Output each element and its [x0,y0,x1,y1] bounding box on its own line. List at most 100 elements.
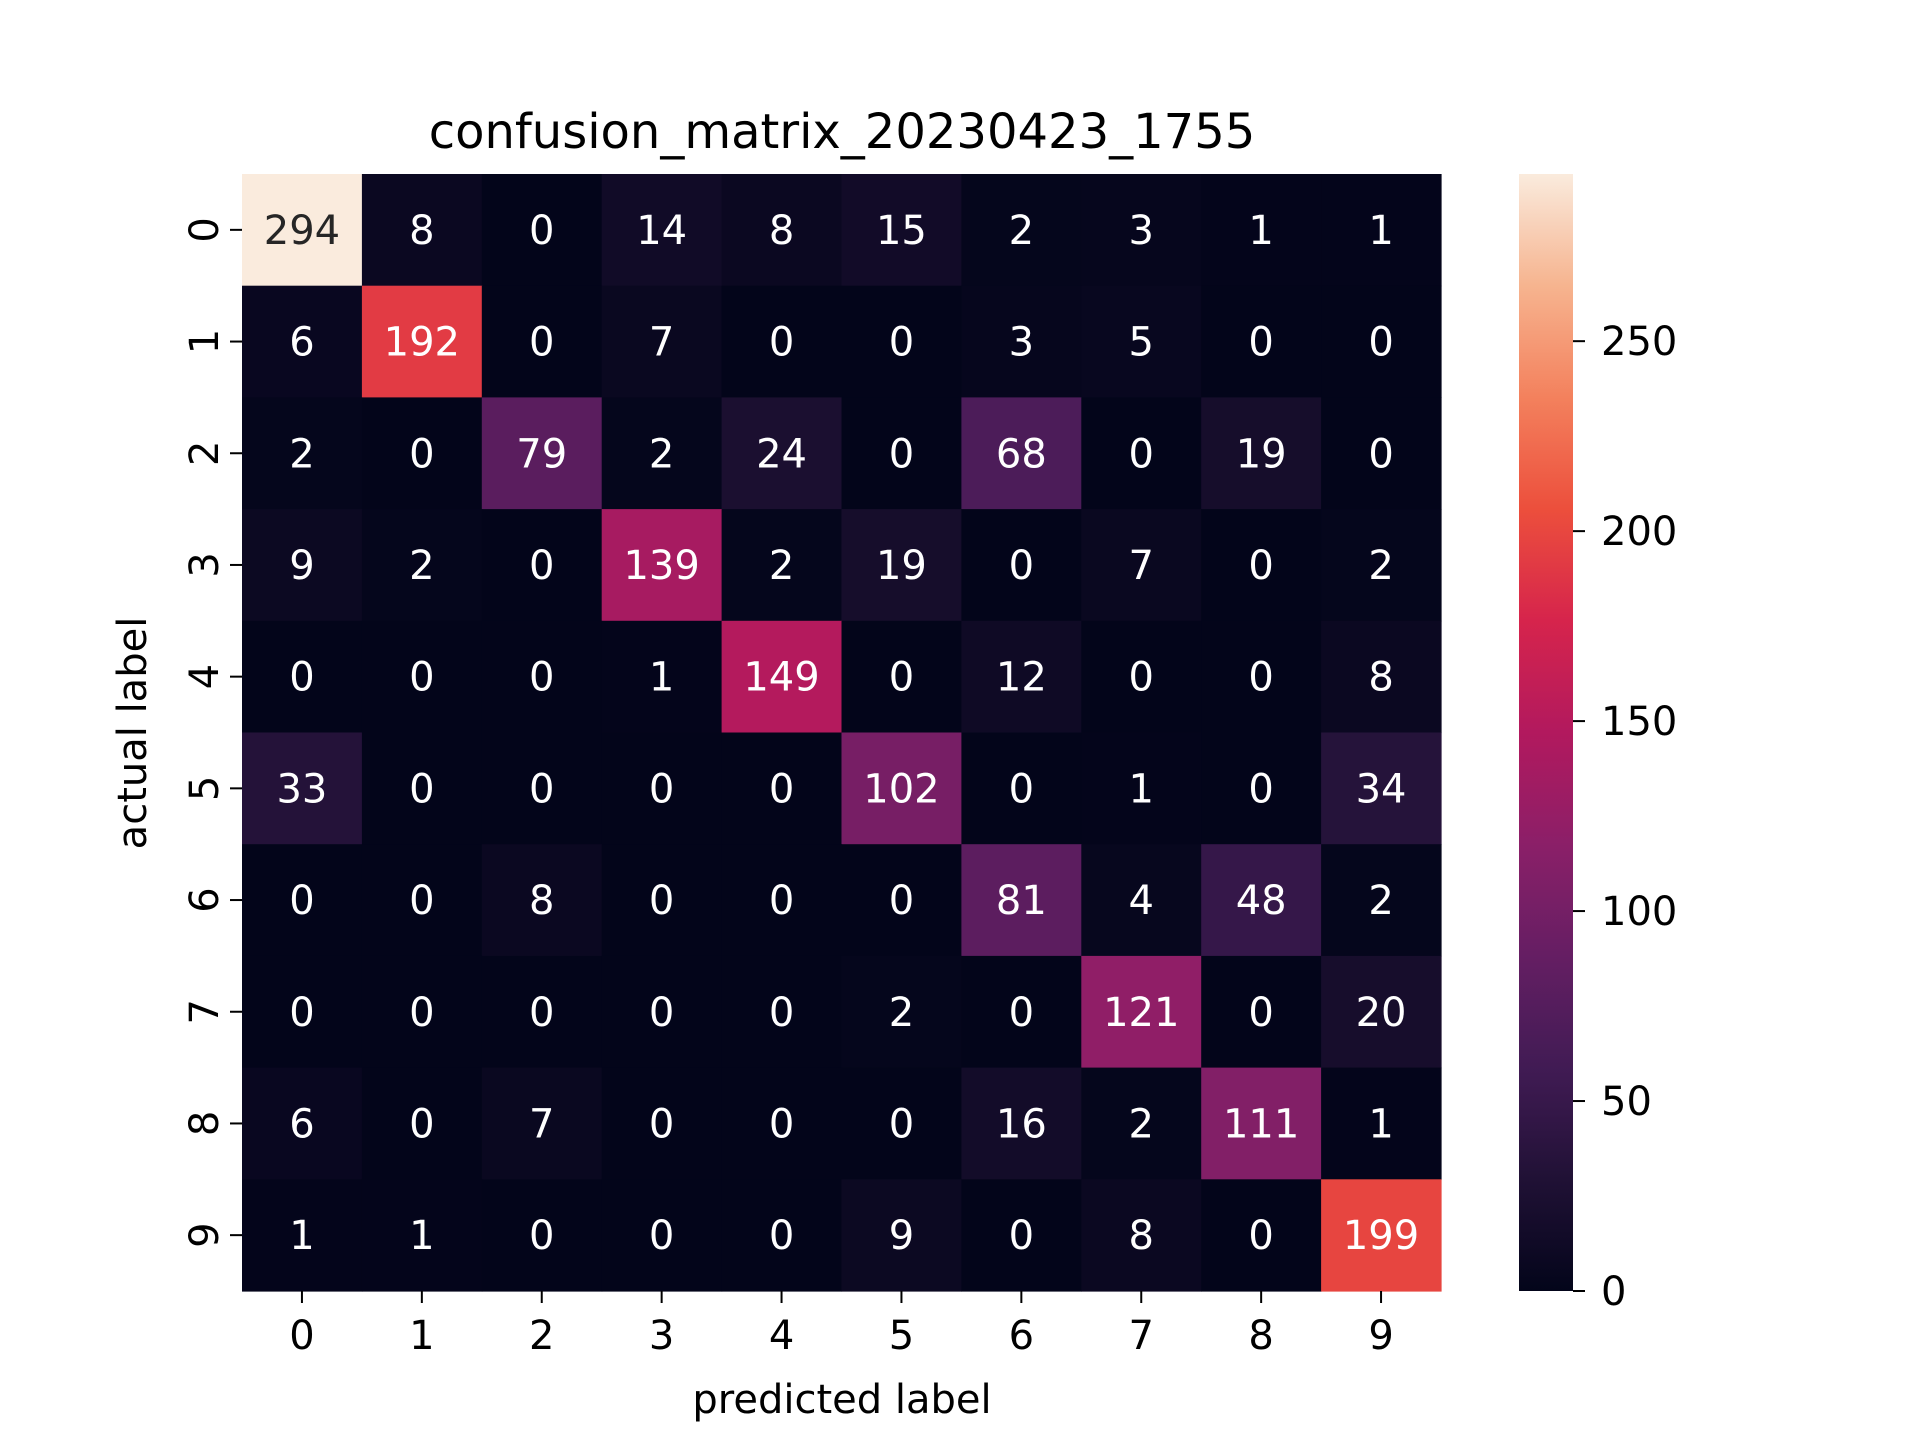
y-tick-label-2: 2 [182,441,228,466]
heatmap-cell-r9-c2 [481,1179,603,1292]
cell-value-r6-c2: 8 [529,878,554,924]
heatmap-cell-r2-c7 [1081,397,1202,510]
cell-value-r2-c5: 0 [889,431,914,477]
heatmap-cell-r2-c4 [721,397,843,510]
x-axis-ticks: 0 1 2 3 4 5 6 7 8 9 [289,1291,1394,1359]
cell-value-r4-c0: 0 [289,655,314,701]
cell-value-r2-c4: 24 [756,431,807,477]
cell-value-r4-c9: 8 [1368,655,1393,701]
heatmap-cell-r3-c9 [1321,509,1442,622]
heatmap-cell-r4-c4 [721,620,843,734]
cell-value-r9-c2: 0 [529,1213,554,1259]
heatmap-cell-r6-c1 [361,844,483,957]
colorbar [1519,174,1573,1291]
x-axis-label: predicted label [692,1377,991,1423]
cell-value-r8-c6: 16 [996,1101,1047,1147]
heatmap-cell-r7-c4 [721,955,843,1069]
heatmap-cell-r7-c3 [601,955,723,1069]
heatmap-cell-r8-c4 [721,1067,843,1180]
cell-value-r8-c9: 1 [1368,1101,1393,1147]
heatmap-cell-r9-c3 [601,1179,723,1292]
y-axis-ticks: 0 1 2 3 4 5 6 7 8 9 [182,217,242,1248]
y-tick-label-5: 5 [182,776,228,801]
heatmap-cell-r1-c4 [721,285,843,398]
cell-value-r4-c2: 0 [529,655,554,701]
cell-value-r1-c4: 0 [769,320,794,366]
cell-value-r7-c0: 0 [289,990,314,1036]
x-tick-label-7: 7 [1129,1313,1154,1359]
heatmap-cell-r5-c7 [1081,732,1202,845]
heatmap-cell-r0-c7 [1081,174,1202,287]
colorbar-tick-label-2: 100 [1601,889,1677,935]
heatmap-cell-r1-c9 [1321,285,1442,398]
cell-value-r6-c1: 0 [409,878,434,924]
heatmap-cell-r5-c8 [1201,732,1322,845]
cell-value-r0-c4: 8 [769,208,794,254]
heatmap-cell-r7-c8 [1201,955,1322,1069]
cell-value-r4-c4: 149 [743,655,819,701]
cell-value-r5-c2: 0 [529,766,554,812]
cell-value-r0-c9: 1 [1368,208,1393,254]
heatmap-cell-r8-c9 [1321,1067,1442,1180]
cell-value-r8-c2: 7 [529,1101,554,1147]
cell-value-r6-c7: 4 [1129,878,1154,924]
y-tick-label-0: 0 [182,217,228,242]
colorbar-tick-label-1: 50 [1601,1079,1652,1125]
cell-value-r2-c0: 2 [289,431,314,477]
heatmap-cell-r7-c6 [961,955,1082,1069]
x-tick-label-9: 9 [1368,1313,1393,1359]
cell-value-r5-c6: 0 [1009,766,1034,812]
cell-value-r0-c0: 294 [264,208,340,254]
cell-value-r2-c8: 19 [1236,431,1287,477]
cell-value-r2-c7: 0 [1129,431,1154,477]
colorbar-tick-label-0: 0 [1601,1269,1626,1315]
cell-value-r3-c0: 9 [289,543,314,589]
heatmap-cell-r1-c2 [481,285,603,398]
heatmap-cell-r2-c8 [1201,397,1322,510]
x-tick-label-3: 3 [649,1313,674,1359]
heatmap-cell-r6-c0 [242,844,363,957]
heatmap-cell-r9-c4 [721,1179,843,1292]
heatmap-cell-r5-c6 [961,732,1082,845]
heatmap-cell-r5-c1 [361,732,483,845]
heatmap-cell-r2-c0 [242,397,363,510]
heatmap-cell-r4-c9 [1321,620,1442,734]
heatmap-cell-r9-c0 [242,1179,363,1292]
cell-value-r4-c5: 0 [889,655,914,701]
heatmap-cell-r3-c7 [1081,509,1202,622]
heatmap-cell-r3-c5 [841,509,962,622]
heatmap-cell-r0-c6 [961,174,1082,287]
heatmap-cell-r4-c5 [841,620,962,734]
cell-value-r1-c5: 0 [889,320,914,366]
x-tick-label-6: 6 [1009,1313,1034,1359]
heatmap-cell-r7-c7 [1081,955,1202,1069]
y-tick-label-6: 6 [182,887,228,912]
cell-value-r7-c7: 121 [1103,990,1179,1036]
heatmap-cell-r4-c0 [242,620,363,734]
cell-value-r6-c4: 0 [769,878,794,924]
heatmap-cell-r0-c4 [721,174,843,287]
heatmap-cell-r7-c2 [481,955,603,1069]
cell-value-r0-c1: 8 [409,208,434,254]
heatmap-cell-r3-c6 [961,509,1082,622]
heatmap-cell-r9-c1 [361,1179,483,1292]
cell-value-r3-c9: 2 [1368,543,1393,589]
cell-value-r9-c5: 9 [889,1213,914,1259]
cell-value-r1-c1: 192 [384,320,460,366]
x-tick-label-8: 8 [1248,1313,1273,1359]
cell-value-r9-c0: 1 [289,1213,314,1259]
x-tick-label-2: 2 [529,1313,554,1359]
colorbar-tick-label-5: 250 [1601,319,1677,365]
heatmap-annotations: 294 8 0 14 8 15 2 3 1 16 192 0 7 0 0 3 5 0 02 0 79 2 24 0 68 0 19 0… [264,208,1419,1259]
cell-value-r4-c1: 0 [409,655,434,701]
cell-value-r6-c9: 2 [1368,878,1393,924]
cell-value-r1-c7: 5 [1129,320,1154,366]
heatmap-cell-r0-c5 [841,174,962,287]
cell-value-r5-c8: 0 [1248,766,1273,812]
cell-value-r8-c8: 111 [1223,1101,1299,1147]
cell-value-r7-c5: 2 [889,990,914,1036]
cell-value-r8-c0: 6 [289,1101,314,1147]
cell-value-r3-c8: 0 [1248,543,1273,589]
heatmap-cell-r9-c8 [1201,1179,1322,1292]
heatmap-cell-r2-c2 [481,397,603,510]
